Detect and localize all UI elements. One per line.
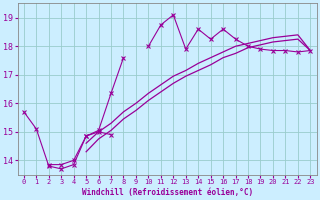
- X-axis label: Windchill (Refroidissement éolien,°C): Windchill (Refroidissement éolien,°C): [82, 188, 253, 197]
